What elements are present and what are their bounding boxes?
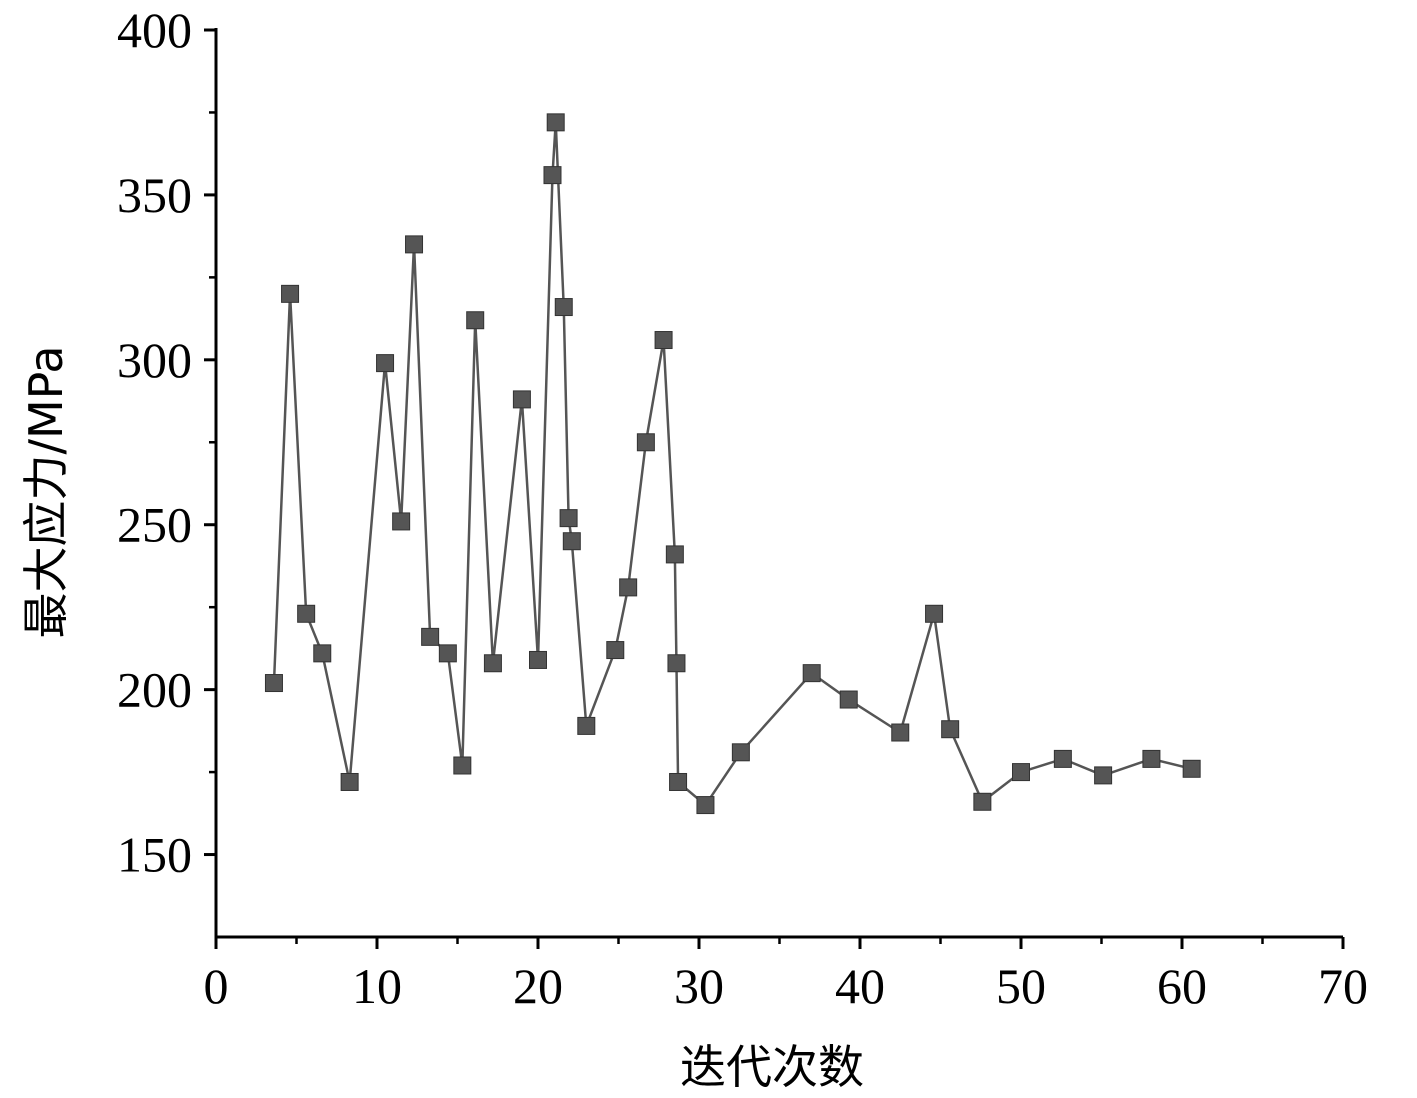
data-point bbox=[466, 311, 485, 330]
data-point bbox=[839, 690, 858, 709]
data-point bbox=[619, 578, 638, 597]
data-point bbox=[1182, 759, 1201, 778]
data-point bbox=[376, 354, 395, 373]
data-point bbox=[340, 772, 359, 791]
x-tick-label: 10 bbox=[352, 958, 402, 1014]
data-point bbox=[925, 604, 944, 623]
data-point bbox=[1053, 749, 1072, 768]
data-point bbox=[577, 716, 596, 735]
data-point bbox=[554, 298, 573, 317]
data-point bbox=[941, 720, 960, 739]
data-point bbox=[1142, 749, 1161, 768]
data-point bbox=[483, 654, 502, 673]
x-tick-label: 30 bbox=[674, 958, 724, 1014]
data-point bbox=[421, 627, 440, 646]
data-point bbox=[1012, 763, 1030, 782]
data-point bbox=[512, 390, 531, 409]
y-tick-label: 350 bbox=[117, 167, 192, 223]
data-point bbox=[802, 664, 821, 683]
y-axis-title: 最大应力/MPa bbox=[19, 345, 73, 638]
data-point bbox=[392, 512, 411, 531]
x-tick-label: 50 bbox=[996, 958, 1046, 1014]
data-point bbox=[606, 641, 625, 660]
data-point bbox=[665, 545, 684, 564]
data-point bbox=[654, 331, 673, 350]
data-point bbox=[1094, 766, 1113, 785]
data-point bbox=[438, 644, 457, 663]
y-tick-label: 200 bbox=[117, 662, 192, 718]
x-tick-label: 60 bbox=[1157, 958, 1207, 1014]
data-point bbox=[546, 113, 565, 132]
y-tick-label: 250 bbox=[117, 497, 192, 553]
data-point bbox=[453, 756, 472, 775]
tick-labels: 0 10 20 30 40 50 60 70 150 200 250 300 350 400 bbox=[117, 2, 1368, 1014]
data-point bbox=[559, 509, 578, 528]
data-point bbox=[636, 433, 655, 452]
data-point bbox=[696, 796, 715, 815]
x-axis-title: 迭代次数 bbox=[680, 1040, 864, 1094]
data-point bbox=[669, 772, 688, 791]
data-point bbox=[281, 284, 300, 303]
data-point bbox=[264, 674, 283, 693]
x-tick-label: 70 bbox=[1318, 958, 1368, 1014]
data-point bbox=[973, 792, 992, 811]
data-point bbox=[667, 654, 686, 673]
y-tick-label: 400 bbox=[117, 2, 192, 58]
data-point bbox=[297, 604, 316, 623]
data-point bbox=[891, 723, 910, 742]
data-point bbox=[313, 644, 332, 663]
y-tick-label: 300 bbox=[117, 332, 192, 388]
x-tick-label: 40 bbox=[835, 958, 885, 1014]
data-point bbox=[529, 650, 547, 669]
data-point bbox=[543, 166, 562, 185]
data-point bbox=[405, 235, 424, 254]
x-tick-label: 0 bbox=[204, 958, 229, 1014]
data-point bbox=[731, 743, 750, 762]
data-point bbox=[562, 532, 581, 551]
y-tick-label: 150 bbox=[117, 827, 192, 883]
series-line bbox=[272, 122, 1192, 807]
ticks bbox=[204, 28, 1345, 949]
x-tick-label: 20 bbox=[513, 958, 563, 1014]
data-series bbox=[264, 113, 1201, 815]
axes bbox=[214, 28, 1343, 939]
